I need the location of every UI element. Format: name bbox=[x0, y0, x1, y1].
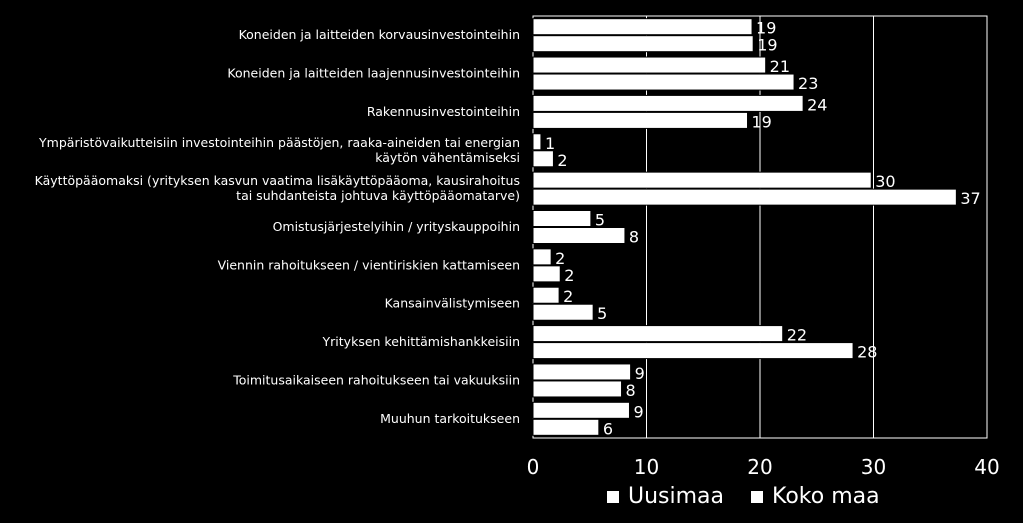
x-tick-label-1: 10 bbox=[634, 455, 659, 479]
data-label-s0-c0: 19 bbox=[756, 19, 776, 38]
bar-s1-c7 bbox=[532, 303, 594, 321]
bar-s0-c4 bbox=[532, 171, 872, 189]
legend-label-uusimaa: Uusimaa bbox=[628, 484, 725, 509]
category-label-5-0: Omistusjärjestelyihin / yrityskauppoihin bbox=[273, 219, 520, 234]
x-tick-label-2: 20 bbox=[747, 455, 772, 479]
data-label-s1-c7: 5 bbox=[597, 304, 607, 323]
bar-s1-c1 bbox=[532, 73, 795, 91]
bar-s0-c2 bbox=[532, 94, 804, 112]
data-label-s1-c0: 19 bbox=[757, 36, 777, 55]
data-label-s0-c1: 21 bbox=[770, 57, 790, 76]
data-label-s0-c7: 2 bbox=[563, 287, 573, 306]
category-label-3-1: käytön vähentämiseksi bbox=[375, 150, 520, 165]
category-label-6-0: Viennin rahoitukseen / vientiriskien kat… bbox=[218, 257, 520, 272]
data-label-s1-c6: 2 bbox=[564, 266, 574, 285]
data-label-s0-c5: 5 bbox=[595, 211, 605, 230]
bar-s0-c7 bbox=[532, 286, 560, 304]
data-label-s0-c9: 9 bbox=[635, 364, 645, 383]
x-tick-label-3: 30 bbox=[861, 455, 886, 479]
bar-s0-c5 bbox=[532, 210, 592, 227]
x-tick-label-0: 0 bbox=[527, 455, 540, 479]
data-label-s1-c3: 2 bbox=[557, 151, 567, 170]
data-label-s1-c5: 8 bbox=[629, 228, 639, 247]
bar-s0-c0 bbox=[532, 18, 753, 36]
legend: Uusimaa Koko maa bbox=[606, 484, 880, 510]
data-label-s0-c10: 9 bbox=[633, 402, 643, 421]
bar-s1-c2 bbox=[532, 111, 749, 129]
legend-item-uusimaa: Uusimaa bbox=[606, 484, 724, 510]
data-label-s0-c3: 1 bbox=[545, 134, 555, 153]
legend-item-koko-maa: Koko maa bbox=[750, 484, 880, 510]
data-label-s1-c2: 19 bbox=[752, 112, 772, 131]
data-label-s1-c10: 6 bbox=[603, 419, 613, 438]
category-label-2-0: Rakennusinvestointeihin bbox=[367, 104, 520, 119]
bar-s1-c8 bbox=[532, 342, 854, 360]
bar-s0-c9 bbox=[532, 363, 632, 381]
category-label-4-0: Käyttöpääomaksi (yrityksen kasvun vaatim… bbox=[35, 173, 520, 188]
data-label-s1-c9: 8 bbox=[626, 381, 636, 400]
bar-s1-c3 bbox=[532, 150, 554, 168]
category-label-8-0: Yrityksen kehittämishankkeisiin bbox=[322, 334, 520, 349]
bar-s0-c6 bbox=[532, 248, 552, 266]
bar-s0-c10 bbox=[532, 401, 630, 419]
bar-s1-c0 bbox=[532, 35, 754, 53]
bar-s1-c5 bbox=[532, 227, 626, 244]
bar-s1-c10 bbox=[532, 418, 600, 436]
data-label-s1-c1: 23 bbox=[798, 74, 818, 93]
category-label-3-0: Ympäristövaikutteisiin investointeihin p… bbox=[38, 135, 520, 150]
category-label-7-0: Kansainvälistymiseen bbox=[385, 296, 520, 311]
data-label-s0-c8: 22 bbox=[787, 326, 807, 345]
data-label-s0-c4: 30 bbox=[875, 172, 895, 191]
legend-swatch-koko-maa bbox=[750, 490, 765, 504]
data-label-s0-c6: 2 bbox=[555, 249, 565, 268]
bar-s0-c1 bbox=[532, 56, 767, 74]
data-label-s1-c8: 28 bbox=[857, 343, 877, 362]
bar-s0-c8 bbox=[532, 325, 784, 343]
bar-s1-c4 bbox=[532, 188, 957, 206]
category-label-1-0: Koneiden ja laitteiden laajennusinvestoi… bbox=[227, 66, 520, 81]
bar-s0-c3 bbox=[532, 133, 542, 151]
bar-s1-c9 bbox=[532, 380, 623, 398]
category-label-0-0: Koneiden ja laitteiden korvausinvestoint… bbox=[239, 27, 520, 42]
x-tick-label-4: 40 bbox=[974, 455, 999, 479]
data-label-s0-c2: 24 bbox=[807, 95, 827, 114]
data-label-s1-c4: 37 bbox=[960, 189, 980, 208]
category-label-10-0: Muuhun tarkoitukseen bbox=[380, 411, 520, 426]
legend-swatch-uusimaa bbox=[606, 490, 620, 504]
bar-s1-c6 bbox=[532, 265, 561, 283]
category-label-9-0: Toimitusaikaiseen rahoitukseen tai vakuu… bbox=[232, 372, 520, 387]
legend-label-koko-maa: Koko maa bbox=[772, 484, 880, 509]
category-label-4-1: tai suhdanteista johtuva käyttöpääomatar… bbox=[236, 188, 520, 203]
